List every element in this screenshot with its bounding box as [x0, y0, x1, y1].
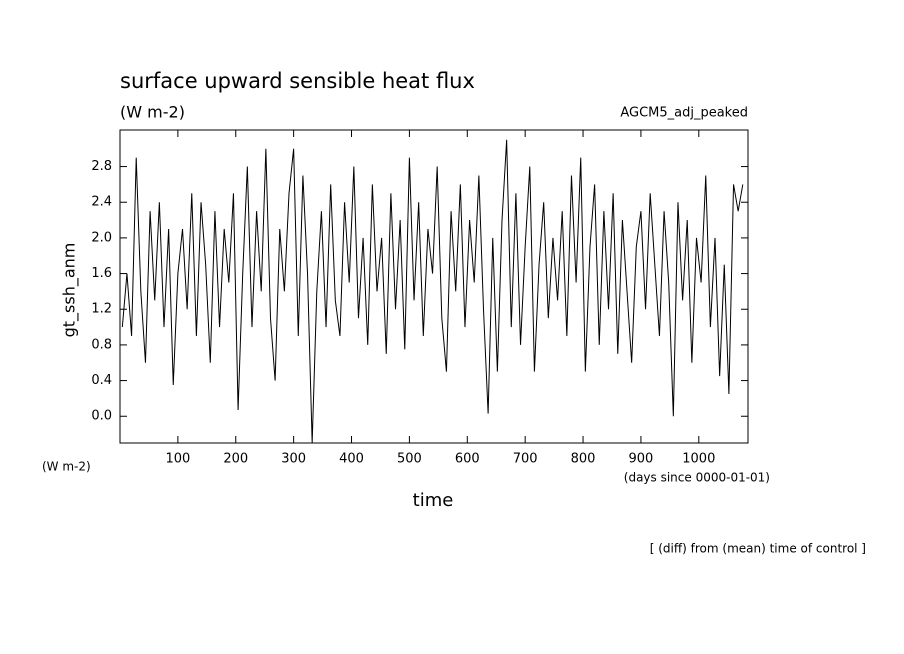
chart-subtitle: (W m-2): [120, 103, 185, 122]
plot-frame: [119, 129, 749, 444]
y-tick-label: 1.2: [91, 302, 112, 317]
x-unit: (days since 0000-01-01): [624, 471, 770, 485]
x-tick-label: 500: [397, 452, 422, 467]
y-tick-label: 0.8: [91, 337, 112, 352]
y-tick-label: 0.0: [91, 409, 112, 424]
y-tick-label: 2.8: [91, 159, 112, 174]
annotation: AGCM5_adj_peaked: [620, 106, 748, 121]
x-tick-label: 300: [281, 452, 306, 467]
x-tick-label: 900: [629, 452, 654, 467]
y-tick-label: 2.0: [91, 230, 112, 245]
y-axis-label: gt_ssh_anm: [60, 243, 80, 338]
y-tick-label: 2.4: [91, 195, 112, 210]
x-tick-label: 200: [223, 452, 248, 467]
x-tick-label: 400: [339, 452, 364, 467]
x-tick-label: 800: [571, 452, 596, 467]
x-axis-label: time: [413, 490, 454, 511]
footnote: [ (diff) from (mean) time of control ]: [650, 542, 866, 556]
data-line: [121, 139, 744, 444]
y-tick-label: 0.4: [91, 373, 112, 388]
x-tick-label: 700: [513, 452, 538, 467]
y-tick-label: 1.6: [91, 266, 112, 281]
x-tick-label: 600: [455, 452, 480, 467]
y-unit: (W m-2): [42, 460, 91, 474]
chart-title: surface upward sensible heat flux: [120, 69, 475, 93]
x-tick-label: 100: [165, 452, 190, 467]
x-tick-label: 1000: [682, 452, 715, 467]
